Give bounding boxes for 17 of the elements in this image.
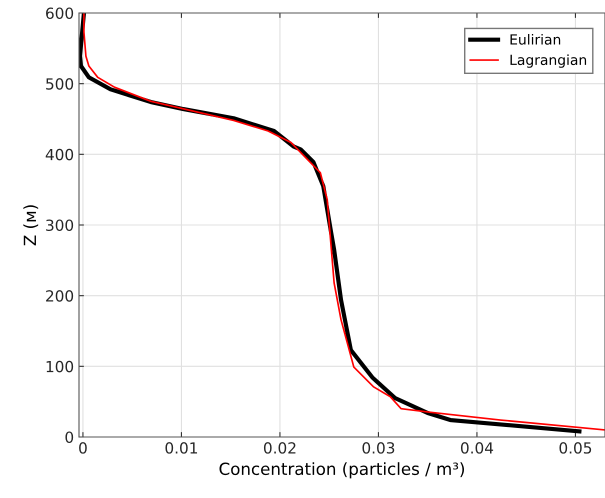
y-tick-label: 0 (65, 431, 74, 444)
x-axis-title: Concentration (particles / m³) (220, 462, 464, 478)
x-tick-label: 0 (79, 442, 87, 454)
x-tick-label: 0.02 (264, 442, 296, 454)
y-tick-label: 200 (46, 290, 74, 302)
x-tick-label: 0.04 (460, 442, 494, 454)
x-tick-label: 0.03 (362, 442, 394, 454)
y-tick-label: 300 (46, 219, 74, 232)
y-axis-title: Z (м) (23, 205, 38, 246)
y-tick-label: 500 (46, 78, 74, 90)
legend-label: Eulirian (510, 34, 560, 45)
y-tick-label: 600 (46, 7, 74, 20)
y-tick-label: 100 (46, 360, 74, 372)
x-tick-label: 0.01 (165, 442, 198, 454)
legend-label: Lagrangian (510, 54, 586, 68)
y-tick-label: 400 (46, 148, 74, 160)
x-tick-label: 0.05 (559, 442, 592, 454)
